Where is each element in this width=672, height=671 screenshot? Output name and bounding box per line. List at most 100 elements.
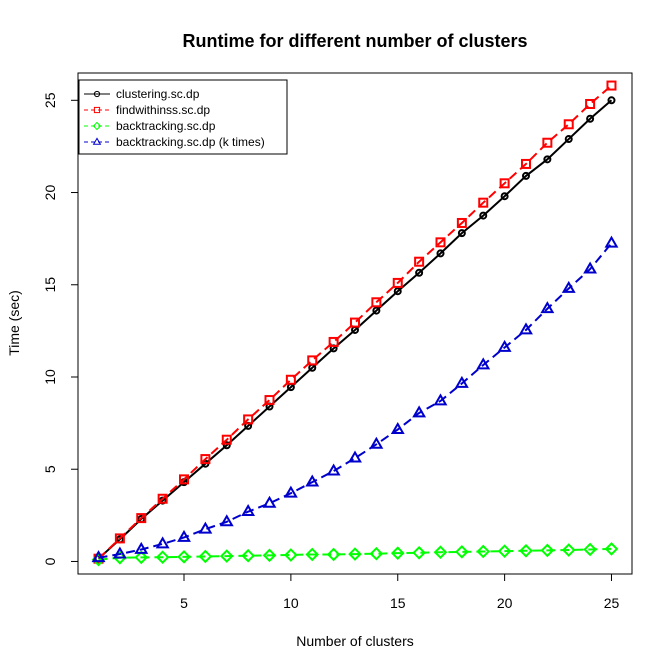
data-point — [198, 549, 213, 564]
data-point — [500, 192, 509, 201]
data-point — [198, 521, 213, 534]
data-point — [586, 114, 595, 123]
data-point — [241, 504, 256, 517]
y-tick-label: 5 — [42, 465, 58, 473]
series-line — [97, 99, 613, 560]
data-point — [436, 249, 445, 258]
data-point — [476, 357, 491, 370]
legend-marker — [92, 121, 102, 131]
y-tick-label: 15 — [42, 277, 58, 293]
data-point — [457, 229, 466, 238]
chart-title: Runtime for different number of clusters — [182, 31, 527, 51]
series-triangle — [91, 235, 619, 563]
data-point — [521, 171, 530, 180]
data-point — [604, 235, 619, 248]
data-point — [219, 549, 234, 563]
y-tick-label: 0 — [42, 557, 58, 565]
data-point — [262, 548, 277, 563]
data-point — [157, 493, 168, 504]
data-point — [348, 547, 362, 561]
data-point — [607, 96, 616, 105]
data-point — [478, 197, 489, 208]
data-point — [326, 463, 341, 476]
x-tick-label: 20 — [497, 595, 513, 611]
data-point — [264, 395, 275, 406]
data-point — [412, 545, 426, 560]
data-point — [583, 542, 597, 557]
data-point — [155, 550, 170, 565]
data-point — [136, 513, 147, 524]
data-point — [369, 546, 384, 561]
data-point — [583, 261, 598, 274]
data-point — [604, 542, 619, 556]
data-point — [284, 548, 298, 562]
legend-box — [78, 79, 288, 155]
data-point — [542, 137, 553, 148]
data-point — [371, 297, 382, 308]
data-point — [497, 544, 512, 558]
data-point — [519, 322, 533, 335]
data-point — [177, 550, 191, 564]
data-point — [114, 533, 125, 544]
data-point — [393, 287, 402, 296]
data-point — [433, 545, 448, 560]
data-point — [305, 474, 320, 487]
legend: clustering.sc.dp findwithinss.sc.dp backtr… — [78, 79, 288, 155]
data-point — [350, 317, 360, 328]
y-tick-label: 25 — [42, 92, 58, 108]
data-point — [415, 268, 424, 277]
data-point — [435, 237, 446, 248]
y-axis: 0 5 10 15 20 25 — [42, 92, 79, 565]
data-point — [499, 178, 510, 189]
data-point — [241, 548, 255, 563]
data-point — [561, 280, 576, 293]
data-point — [563, 119, 574, 130]
data-point — [520, 158, 531, 169]
series-line — [98, 242, 613, 559]
data-point — [200, 454, 211, 465]
data-point — [564, 135, 573, 144]
x-axis-label: Number of clusters — [296, 633, 413, 649]
data-point — [390, 421, 405, 434]
data-point — [455, 545, 469, 559]
data-point — [222, 441, 231, 450]
data-point — [390, 546, 405, 560]
x-axis: 5 10 15 20 25 — [180, 573, 620, 611]
data-point — [561, 543, 576, 557]
data-point — [606, 80, 617, 91]
series-circle — [94, 96, 616, 563]
data-point — [372, 306, 381, 315]
data-point — [454, 375, 469, 388]
y-tick-label: 10 — [42, 369, 58, 385]
series-layer — [91, 80, 619, 567]
x-tick-label: 5 — [180, 595, 188, 611]
data-point — [412, 405, 427, 418]
data-point — [328, 336, 339, 347]
x-tick-label: 15 — [390, 595, 406, 611]
data-point — [283, 485, 298, 498]
legend-label: findwithinss.sc.dp — [116, 103, 210, 117]
data-point — [433, 393, 448, 406]
data-point — [392, 277, 403, 288]
data-point — [585, 98, 596, 109]
data-point — [179, 474, 190, 485]
data-point — [134, 541, 149, 554]
legend-marker — [92, 137, 102, 145]
series-square — [93, 80, 617, 564]
x-tick-label: 25 — [604, 595, 620, 611]
y-tick-label: 20 — [42, 185, 58, 201]
data-point — [540, 301, 555, 314]
legend-marker — [93, 90, 101, 98]
data-point — [134, 550, 149, 565]
data-point — [519, 543, 533, 558]
data-point — [456, 217, 467, 228]
y-axis-label: Time (sec) — [6, 290, 22, 356]
legend-label: backtracking.sc.dp (k times) — [116, 135, 265, 149]
data-point — [326, 547, 341, 562]
data-point — [262, 495, 277, 508]
data-point — [305, 547, 320, 562]
data-point — [155, 536, 170, 549]
data-point — [414, 256, 425, 267]
data-point — [91, 550, 106, 563]
